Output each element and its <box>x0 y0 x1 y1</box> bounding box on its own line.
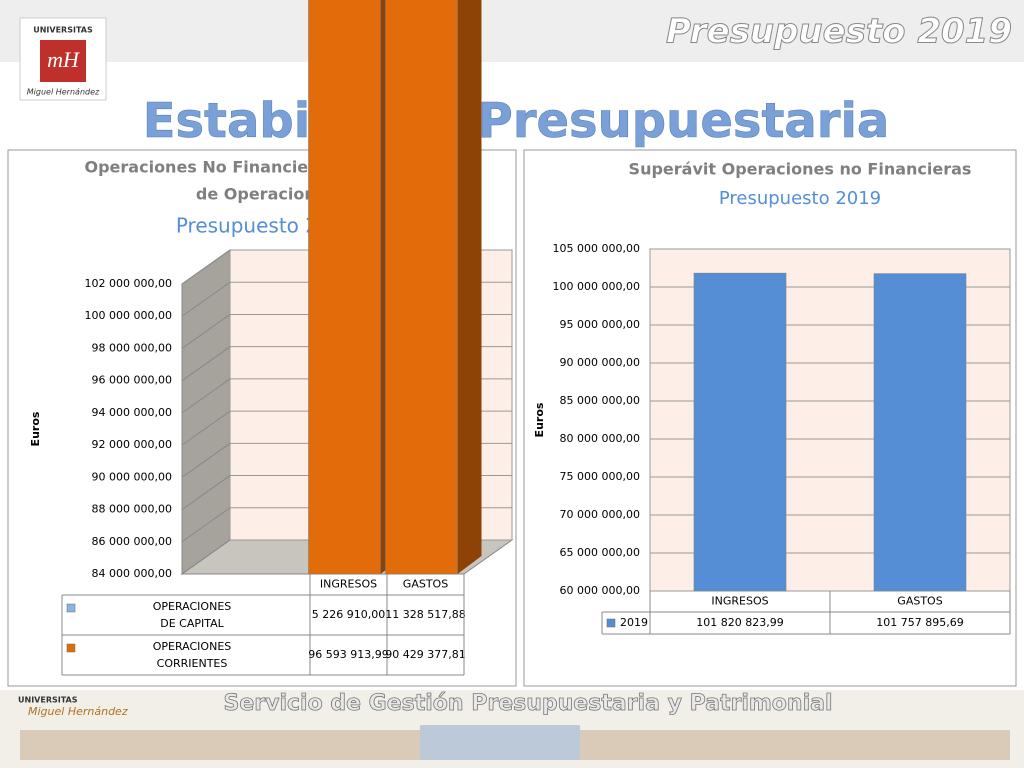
chart: Operaciones No Financieras Detalle tipod… <box>29 0 514 676</box>
grid-line <box>181 378 231 414</box>
bar <box>873 273 967 592</box>
grid-line <box>181 442 231 478</box>
footer-title: Servicio de Gestión Presupuestaria y Pat… <box>224 691 833 716</box>
logo-mark: mH <box>47 47 80 72</box>
footer-logo-text: Miguel Hernández <box>28 705 128 718</box>
chart: Superávit Operaciones no Financieras Pres… <box>533 160 1011 635</box>
value-label: 5 226 910,00 <box>312 608 385 621</box>
y-tick-label: 80 000 000,00 <box>560 432 640 445</box>
footer-buildings <box>420 725 580 760</box>
y-tick-label: 88 000 000,00 <box>92 503 172 516</box>
y-tick-label: 92 000 000,00 <box>92 438 172 451</box>
y-tick-label: 60 000 000,00 <box>560 584 640 597</box>
grid-line <box>181 539 231 575</box>
y-tick-label: 100 000 000,00 <box>85 309 172 322</box>
logo-text: UNIVERSITAS <box>33 26 93 35</box>
bar <box>308 0 381 575</box>
header-band <box>0 0 1024 62</box>
value-label: 11 328 517,88 <box>385 608 465 621</box>
badge: Presupuesto 2019 <box>666 12 1012 52</box>
bar <box>385 0 458 575</box>
side-wall <box>181 249 231 575</box>
grid-line <box>181 314 231 349</box>
legend-label: 2019 <box>620 616 648 629</box>
value-label: 96 593 913,99 <box>308 648 388 661</box>
chart-title: Superávit Operaciones no Financieras <box>629 160 972 179</box>
grid-line <box>181 475 231 510</box>
y-tick-label: 86 000 000,00 <box>92 535 172 548</box>
value-label: 90 429 377,81 <box>385 648 465 661</box>
y-tick-label: 102 000 000,00 <box>85 277 172 290</box>
y-tick-label: 105 000 000,00 <box>553 242 640 255</box>
grid-line <box>181 410 231 446</box>
y-axis-label: Euros <box>29 411 42 446</box>
y-tick-label: 75 000 000,00 <box>560 470 640 483</box>
value-label: 101 820 823,99 <box>696 616 783 629</box>
y-tick-label: 90 000 000,00 <box>92 470 172 483</box>
y-tick-label: 94 000 000,00 <box>92 406 172 419</box>
legend-label: OPERACIONES CORRIENTES <box>153 640 232 670</box>
y-axis-label: Euros <box>533 402 546 437</box>
chart-subtitle: Presupuesto 2019 <box>719 188 881 209</box>
grid-line <box>181 346 231 382</box>
bar-side <box>457 0 482 574</box>
footer-logo-text: UNIVERSITAS <box>18 696 78 705</box>
x-tick-label: GASTOS <box>403 578 448 591</box>
bar <box>693 272 787 592</box>
chart-title: de Operaciones <box>196 185 336 204</box>
y-tick-label: 70 000 000,00 <box>560 508 640 521</box>
x-tick-label: INGRESOS <box>711 595 768 608</box>
x-tick-label: GASTOS <box>897 595 942 608</box>
grid-line <box>181 249 231 285</box>
legend-swatch <box>66 603 76 613</box>
slide-title: Estabilidad Presupuestaria <box>143 93 890 149</box>
x-tick-label: INGRESOS <box>320 578 377 591</box>
legend-label: OPERACIONES DE CAPITAL <box>153 600 232 630</box>
y-tick-label: 98 000 000,00 <box>92 341 172 354</box>
value-label: 101 757 895,69 <box>876 616 963 629</box>
y-tick-label: 65 000 000,00 <box>560 546 640 559</box>
y-tick-label: 95 000 000,00 <box>560 318 640 331</box>
y-tick-label: 96 000 000,00 <box>92 374 172 387</box>
y-tick-label: 90 000 000,00 <box>560 356 640 369</box>
logo-square <box>40 40 86 82</box>
logo-text: Miguel Hernández <box>27 88 100 97</box>
legend-swatch <box>66 643 76 653</box>
grid-line <box>181 507 231 543</box>
y-tick-label: 84 000 000,00 <box>92 567 172 580</box>
grid-line <box>181 281 231 317</box>
y-tick-label: 85 000 000,00 <box>560 394 640 407</box>
legend-swatch <box>606 618 616 628</box>
y-tick-label: 100 000 000,00 <box>553 280 640 293</box>
